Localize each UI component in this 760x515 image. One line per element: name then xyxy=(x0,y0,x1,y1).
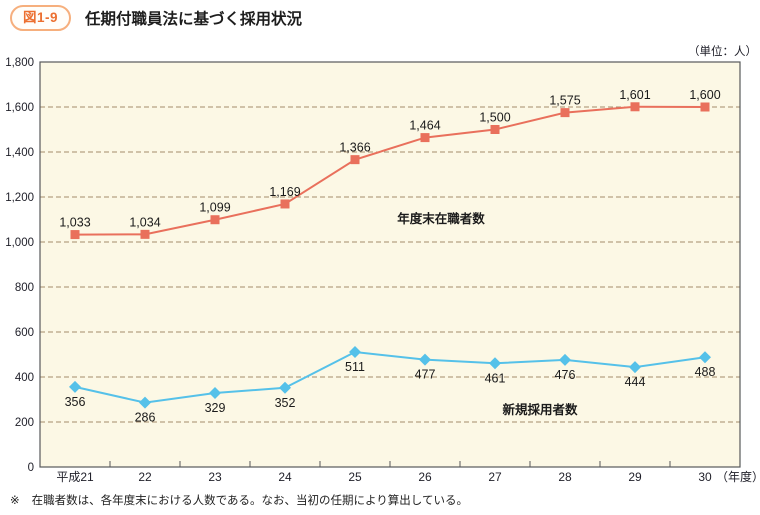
year-end-employees-series-label: 年度末在職者数 xyxy=(397,211,485,226)
footnote-marker: ※ xyxy=(10,495,20,507)
x-axis-category-label: 26 xyxy=(418,470,432,484)
figure-header: 図1-9 任期付職員法に基づく採用状況 xyxy=(10,5,302,31)
year-end-employees-point-marker xyxy=(420,133,430,143)
x-axis-category-label: 24 xyxy=(278,470,292,484)
y-axis-tick-label: 1,800 xyxy=(5,57,34,69)
footnote: ※ 在職者数は、各年度末における人数である。なお、当初の任期により算出している。 xyxy=(10,492,468,508)
data-value-label: 356 xyxy=(65,395,86,409)
y-axis-tick-label: 600 xyxy=(15,327,34,339)
new-hires-point-marker xyxy=(419,353,431,366)
year-end-employees-point-marker xyxy=(560,108,570,118)
new-hires-point-marker xyxy=(629,361,641,374)
x-axis-category-label: 平成21 xyxy=(56,470,94,484)
y-axis-tick-label: 1,200 xyxy=(5,192,34,204)
year-end-employees-line xyxy=(74,105,706,236)
x-axis-category-label: 30 xyxy=(698,470,712,484)
data-value-label: 488 xyxy=(695,365,716,379)
y-axis-tick-label: 1,600 xyxy=(5,102,34,114)
y-axis-tick-label: 0 xyxy=(28,462,34,474)
x-axis-category-label: 22 xyxy=(138,470,152,484)
new-hires-point-marker xyxy=(69,380,81,393)
plot-border xyxy=(39,61,741,468)
year-end-employees-point-marker xyxy=(630,102,640,112)
data-value-label: 1,500 xyxy=(479,111,510,125)
y-axis-tick-label: 1,000 xyxy=(5,237,34,249)
data-value-label: 286 xyxy=(135,411,156,425)
data-value-label: 461 xyxy=(485,371,506,385)
data-value-label: 1,464 xyxy=(409,119,440,133)
data-value-label: 1,366 xyxy=(339,141,370,155)
y-axis-tick-label: 800 xyxy=(15,282,34,294)
new-hires-series-label: 新規採用者数 xyxy=(502,402,578,417)
new-hires-line xyxy=(74,350,706,404)
data-value-label: 1,033 xyxy=(59,216,90,230)
x-axis-category-label: 28 xyxy=(558,470,572,484)
year-end-employees-point-marker xyxy=(280,199,290,209)
x-axis-category-label: 23 xyxy=(208,470,222,484)
new-hires-point-marker xyxy=(349,346,361,359)
y-axis-tick-label: 200 xyxy=(15,417,34,429)
unit-label: （単位：人） xyxy=(688,44,757,58)
data-value-label: 1,034 xyxy=(129,215,160,229)
y-axis-tick-label: 400 xyxy=(15,372,34,384)
x-axis-category-label: 25 xyxy=(348,470,362,484)
year-end-employees-point-marker xyxy=(490,125,500,134)
data-value-label: 476 xyxy=(555,368,576,382)
figure-title: 任期付職員法に基づく採用状況 xyxy=(85,10,303,28)
year-end-employees-point-marker xyxy=(350,155,360,165)
new-hires-point-marker xyxy=(139,396,151,409)
figure-number-badge: 図1-9 xyxy=(10,5,72,31)
y-axis-tick-label: 1,400 xyxy=(5,147,34,159)
data-value-label: 1,099 xyxy=(199,201,230,215)
x-axis-unit-label: （年度） xyxy=(716,469,760,484)
new-hires-point-marker xyxy=(279,381,291,394)
x-axis-category-label: 27 xyxy=(488,470,502,484)
data-value-label: 1,601 xyxy=(619,88,650,102)
year-end-employees-point-marker xyxy=(210,215,220,225)
x-axis-category-label: 29 xyxy=(628,470,642,484)
data-value-label: 1,169 xyxy=(269,185,300,199)
data-value-label: 477 xyxy=(415,368,436,382)
line-chart: （単位：人） 0 200 400 600 800 1,000 1,200 1,400 1,600 1… xyxy=(5,44,760,484)
year-end-employees-point-marker xyxy=(700,102,710,112)
data-value-label: 1,575 xyxy=(549,94,580,108)
data-value-label: 511 xyxy=(345,360,365,374)
plot-background xyxy=(40,62,740,467)
year-end-employees-point-marker xyxy=(70,230,80,240)
data-value-label: 1,600 xyxy=(689,88,720,102)
footnote-text: 在職者数は、各年度末における人数である。なお、当初の任期により算出している。 xyxy=(31,495,468,507)
year-end-employees-point-marker xyxy=(140,229,150,239)
new-hires-point-marker xyxy=(209,386,221,399)
data-value-label: 444 xyxy=(625,375,646,389)
new-hires-point-marker xyxy=(489,357,501,370)
new-hires-point-marker xyxy=(699,351,711,364)
data-value-label: 352 xyxy=(275,396,296,410)
data-value-label: 329 xyxy=(205,401,226,415)
new-hires-point-marker xyxy=(559,353,571,366)
